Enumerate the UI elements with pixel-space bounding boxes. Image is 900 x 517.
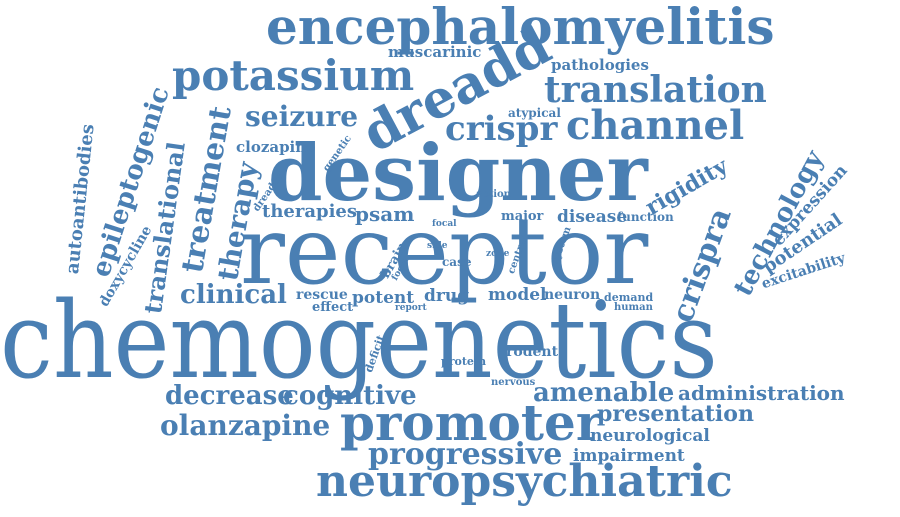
word-translation: translation <box>544 69 767 111</box>
word-demand: demand <box>604 291 654 304</box>
word-atypical: atypical <box>508 106 561 120</box>
word-presentation: presentation <box>597 401 754 427</box>
word-receptor: receptor <box>240 197 649 306</box>
word-neurological: neurological <box>590 426 710 446</box>
word-case: case <box>442 255 472 269</box>
word-encephalomyelitis: encephalomyelitis <box>266 0 775 56</box>
word-impairment: impairment <box>573 446 685 466</box>
word-muscarinic: muscarinic <box>388 43 482 61</box>
word-protein: protein <box>441 355 487 368</box>
word-crispr: crispr <box>445 109 558 149</box>
word-pathologies: pathologies <box>551 56 649 74</box>
word-major: major <box>501 209 544 224</box>
word-potent: potent <box>352 288 415 308</box>
word-drug: drug <box>424 286 470 306</box>
word-seizure: seizure <box>245 100 359 133</box>
word-function: function <box>617 210 674 224</box>
word-effect: effect <box>312 300 354 315</box>
word-zone: zone <box>486 249 510 259</box>
word-decrease: decrease <box>165 381 294 411</box>
word-chemogenetics: chemogenetics <box>0 279 718 402</box>
word-promoter: promoter <box>340 393 603 452</box>
word-action: action <box>476 189 511 200</box>
word-channel: channel <box>566 102 745 149</box>
word-administration: administration <box>678 381 845 405</box>
word-designer: designer <box>268 128 648 219</box>
word-neuron: neuron <box>544 287 601 303</box>
word-model: model <box>488 285 547 305</box>
word-potassium: potassium <box>172 51 415 100</box>
word-nervous: nervous <box>491 377 536 388</box>
word-rescue: rescue <box>296 287 348 303</box>
word-amenable: amenable <box>533 378 675 408</box>
word-focal: focal <box>432 219 457 229</box>
word-psam: psam <box>355 202 415 226</box>
word-clinical: clinical <box>180 280 287 310</box>
word-neuropsychiatric: neuropsychiatric <box>316 456 733 507</box>
word-disease: disease <box>557 207 628 227</box>
word-rodent: rodent <box>506 344 559 360</box>
word-progressive: progressive <box>368 437 563 472</box>
word-therapies: therapies <box>262 201 358 222</box>
word-olanzapine: olanzapine <box>160 409 331 442</box>
word-crispra: crispra <box>665 203 739 327</box>
word-side: side <box>427 241 448 251</box>
word-cognitive: cognitive <box>283 381 417 411</box>
word-clozapine: clozapine <box>236 138 316 156</box>
word-report: report <box>395 303 427 313</box>
word-human: human <box>614 302 653 313</box>
